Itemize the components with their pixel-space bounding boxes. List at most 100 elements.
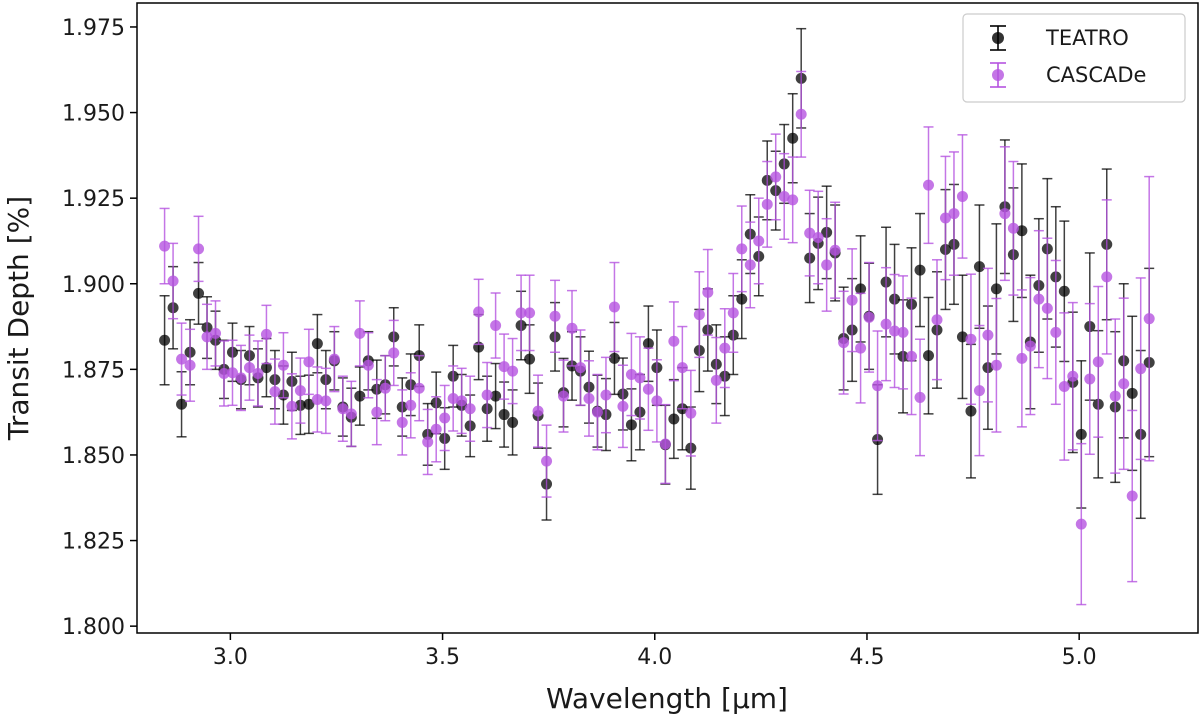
series-cascade (159, 70, 1155, 606)
data-point-cascade (574, 362, 586, 374)
data-point-cascade (176, 353, 188, 365)
data-point-teatro (1075, 428, 1087, 440)
data-point-cascade (337, 403, 349, 415)
x-tick-label: 4.5 (849, 645, 884, 670)
data-point-cascade (795, 108, 807, 120)
x-tick-label: 3.0 (213, 645, 248, 670)
data-point-cascade (914, 391, 926, 403)
data-point-cascade (201, 331, 213, 343)
data-point-cascade (524, 307, 536, 319)
data-point-cascade (481, 389, 493, 401)
data-point-cascade (260, 328, 272, 340)
legend-label-teatro: TEATRO (1045, 26, 1129, 50)
data-point-cascade (625, 368, 637, 380)
data-point-cascade (634, 372, 646, 384)
data-point-cascade (1084, 373, 1096, 385)
data-point-cascade (456, 395, 468, 407)
data-point-cascade (608, 301, 620, 313)
y-tick-label: 1.825 (62, 530, 125, 555)
y-axis-ticks: 1.800 1.825 1.850 1.875 1.900 1.925 1.950 1.975 (62, 16, 137, 640)
data-point-cascade (490, 320, 502, 332)
data-point-cascade (345, 408, 357, 420)
data-point-cascade (1135, 363, 1147, 375)
data-point-cascade (761, 198, 773, 210)
data-point-cascade (1118, 378, 1130, 390)
data-point-cascade (676, 362, 688, 374)
legend-marker-cascade (990, 62, 1006, 88)
data-point-cascade (549, 310, 561, 322)
data-point-cascade (405, 399, 417, 411)
x-axis-ticks: 3.0 3.5 4.0 4.5 5.0 (213, 633, 1097, 670)
data-point-cascade (498, 361, 510, 373)
legend: TEATRO CASCADe (962, 13, 1186, 103)
data-point-teatro (498, 409, 510, 421)
data-point-cascade (838, 337, 850, 349)
data-point-cascade (990, 359, 1002, 371)
data-point-teatro (507, 416, 519, 428)
data-point-cascade (863, 311, 875, 323)
data-point-cascade (693, 309, 705, 321)
data-point-cascade (294, 385, 306, 397)
x-tick-label: 4.0 (637, 645, 672, 670)
data-point-teatro (625, 419, 637, 431)
data-point-cascade (583, 392, 595, 404)
data-point-teatro (260, 362, 272, 374)
data-point-cascade (999, 208, 1011, 220)
data-point-cascade (167, 275, 179, 287)
data-point-cascade (269, 386, 281, 398)
data-point-cascade (371, 406, 383, 418)
data-point-cascade (982, 329, 994, 341)
data-point-cascade (744, 259, 756, 271)
data-point-cascade (897, 326, 909, 338)
data-point-teatro (1126, 387, 1138, 399)
data-point-cascade (541, 455, 553, 467)
data-point-cascade (889, 325, 901, 337)
data-point-cascade (702, 286, 714, 298)
y-tick-label: 1.800 (62, 615, 125, 640)
y-tick-label: 1.925 (62, 187, 125, 212)
data-point-cascade (1016, 352, 1028, 364)
data-point-cascade (1092, 356, 1104, 368)
data-point-cascade (515, 307, 527, 319)
data-point-cascade (600, 389, 612, 401)
y-tick-label: 1.950 (62, 102, 125, 127)
data-point-cascade (939, 212, 951, 224)
data-point-cascade (1058, 380, 1070, 392)
data-point-cascade (1109, 390, 1121, 402)
data-point-cascade (812, 232, 824, 244)
y-axis-label: Transit Depth [%] (2, 196, 35, 441)
data-point-teatro (923, 350, 935, 362)
x-tick-label: 5.0 (1062, 645, 1097, 670)
legend-box (962, 13, 1186, 103)
data-point-cascade (829, 244, 841, 256)
data-point-teatro (1016, 225, 1028, 237)
data-point-cascade (464, 403, 476, 415)
data-point-cascade (430, 423, 442, 435)
data-point-teatro (159, 334, 171, 346)
data-point-teatro (303, 398, 315, 410)
data-point-cascade (1075, 518, 1087, 530)
data-point-cascade (727, 307, 739, 319)
data-point-cascade (311, 393, 323, 405)
data-point-cascade (906, 350, 918, 362)
y-tick-label: 1.850 (62, 444, 125, 469)
data-point-cascade (558, 390, 570, 402)
legend-label-cascade: CASCADe (1046, 63, 1146, 87)
data-point-cascade (1126, 490, 1138, 502)
data-point-teatro (354, 390, 366, 402)
data-point-cascade (931, 314, 943, 326)
data-point-cascade (804, 227, 816, 239)
data-point-cascade (320, 395, 332, 407)
data-point-cascade (473, 306, 485, 318)
data-point-cascade (396, 416, 408, 428)
data-point-teatro (1058, 285, 1070, 297)
data-point-cascade (277, 359, 289, 371)
data-point-cascade (1041, 302, 1053, 314)
data-point-cascade (328, 353, 340, 365)
data-point-cascade (226, 367, 238, 379)
data-point-teatro (787, 132, 799, 144)
x-axis-label: Wavelength [μm] (546, 682, 788, 715)
data-point-cascade (235, 372, 247, 384)
data-point-cascade (388, 347, 400, 359)
